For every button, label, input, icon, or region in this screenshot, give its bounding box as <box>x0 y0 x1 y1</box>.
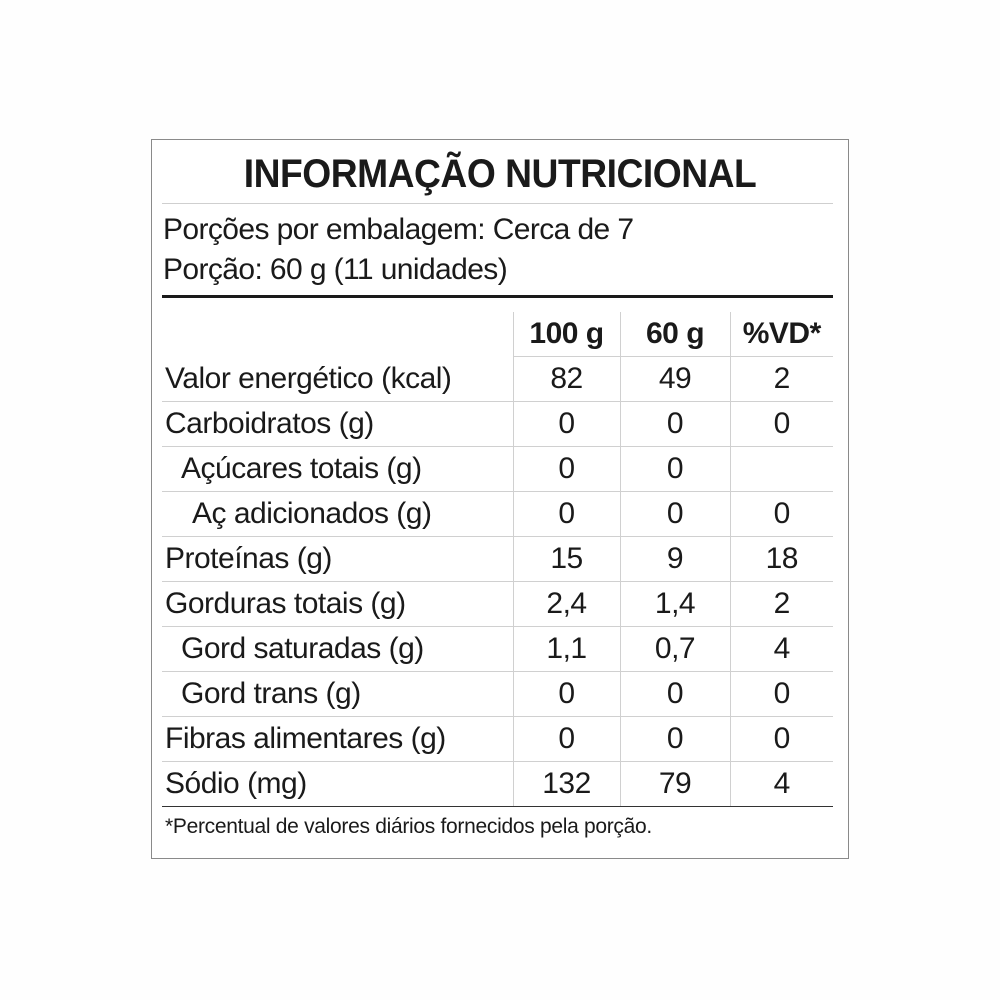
value-per-serving: 9 <box>619 536 730 582</box>
table-row: Valor energético (kcal) 82 49 2 <box>162 356 833 402</box>
serving-divider <box>162 295 833 298</box>
table-row: Gord saturadas (g) 1,1 0,7 4 <box>162 626 833 672</box>
table-row: Gorduras totais (g) 2,4 1,4 2 <box>162 581 833 627</box>
value-per-100g: 0 <box>512 446 620 492</box>
serving-size: Porção: 60 g (11 unidades) <box>163 253 508 286</box>
value-daily-percent: 0 <box>729 491 833 537</box>
nutrition-table: 100 g 60 g %VD* Valor energético (kcal) 8… <box>162 312 833 807</box>
value-per-serving: 79 <box>619 761 730 807</box>
value-per-serving: 0 <box>619 716 730 762</box>
label-title: INFORMAÇÃO NUTRICIONAL <box>243 152 757 196</box>
value-daily-percent: 0 <box>729 401 833 447</box>
table-row: Aç adicionados (g) 0 0 0 <box>162 491 833 537</box>
value-per-100g: 0 <box>512 401 620 447</box>
value-daily-percent: 2 <box>729 581 833 627</box>
value-per-serving: 49 <box>619 356 730 402</box>
nutrient-label: Gord trans (g) <box>162 671 513 717</box>
value-per-100g: 2,4 <box>512 581 620 627</box>
value-per-serving: 0,7 <box>619 626 730 672</box>
title-divider <box>162 203 833 204</box>
nutrient-label: Carboidratos (g) <box>162 401 513 447</box>
table-row: Sódio (mg) 132 79 4 <box>162 761 833 807</box>
servings-per-package: Porções por embalagem: Cerca de 7 <box>163 213 634 246</box>
value-daily-percent <box>729 446 833 492</box>
table-row: Proteínas (g) 15 9 18 <box>162 536 833 582</box>
value-daily-percent: 2 <box>729 356 833 402</box>
value-per-100g: 15 <box>512 536 620 582</box>
table-row: Fibras alimentares (g) 0 0 0 <box>162 716 833 762</box>
nutrient-label: Gord saturadas (g) <box>162 626 513 672</box>
nutrient-label: Valor energético (kcal) <box>162 356 513 402</box>
nutrient-label: Açúcares totais (g) <box>162 446 513 492</box>
table-row: Açúcares totais (g) 0 0 <box>162 446 833 492</box>
value-per-serving: 0 <box>619 671 730 717</box>
value-daily-percent: 4 <box>729 626 833 672</box>
value-per-100g: 0 <box>512 671 620 717</box>
nutrient-label: Aç adicionados (g) <box>162 491 513 537</box>
table-row: Gord trans (g) 0 0 0 <box>162 671 833 717</box>
header-daily-value: %VD* <box>729 312 833 357</box>
value-per-100g: 132 <box>512 761 620 807</box>
value-daily-percent: 4 <box>729 761 833 807</box>
value-per-serving: 1,4 <box>619 581 730 627</box>
value-per-100g: 0 <box>512 491 620 537</box>
value-daily-percent: 0 <box>729 716 833 762</box>
nutrient-label: Sódio (mg) <box>162 761 513 807</box>
nutrient-label: Gorduras totais (g) <box>162 581 513 627</box>
nutrient-label: Proteínas (g) <box>162 536 513 582</box>
table-header-row: 100 g 60 g %VD* <box>162 312 833 357</box>
footnote: *Percentual de valores diários fornecido… <box>165 815 652 838</box>
header-per-serving: 60 g <box>619 312 730 357</box>
value-per-100g: 1,1 <box>512 626 620 672</box>
value-per-serving: 0 <box>619 491 730 537</box>
value-daily-percent: 18 <box>729 536 833 582</box>
header-label-cell <box>162 312 513 357</box>
value-per-serving: 0 <box>619 446 730 492</box>
value-per-100g: 82 <box>512 356 620 402</box>
value-daily-percent: 0 <box>729 671 833 717</box>
value-per-100g: 0 <box>512 716 620 762</box>
nutrient-label: Fibras alimentares (g) <box>162 716 513 762</box>
header-per-100g: 100 g <box>512 312 620 357</box>
value-per-serving: 0 <box>619 401 730 447</box>
table-row: Carboidratos (g) 0 0 0 <box>162 401 833 447</box>
